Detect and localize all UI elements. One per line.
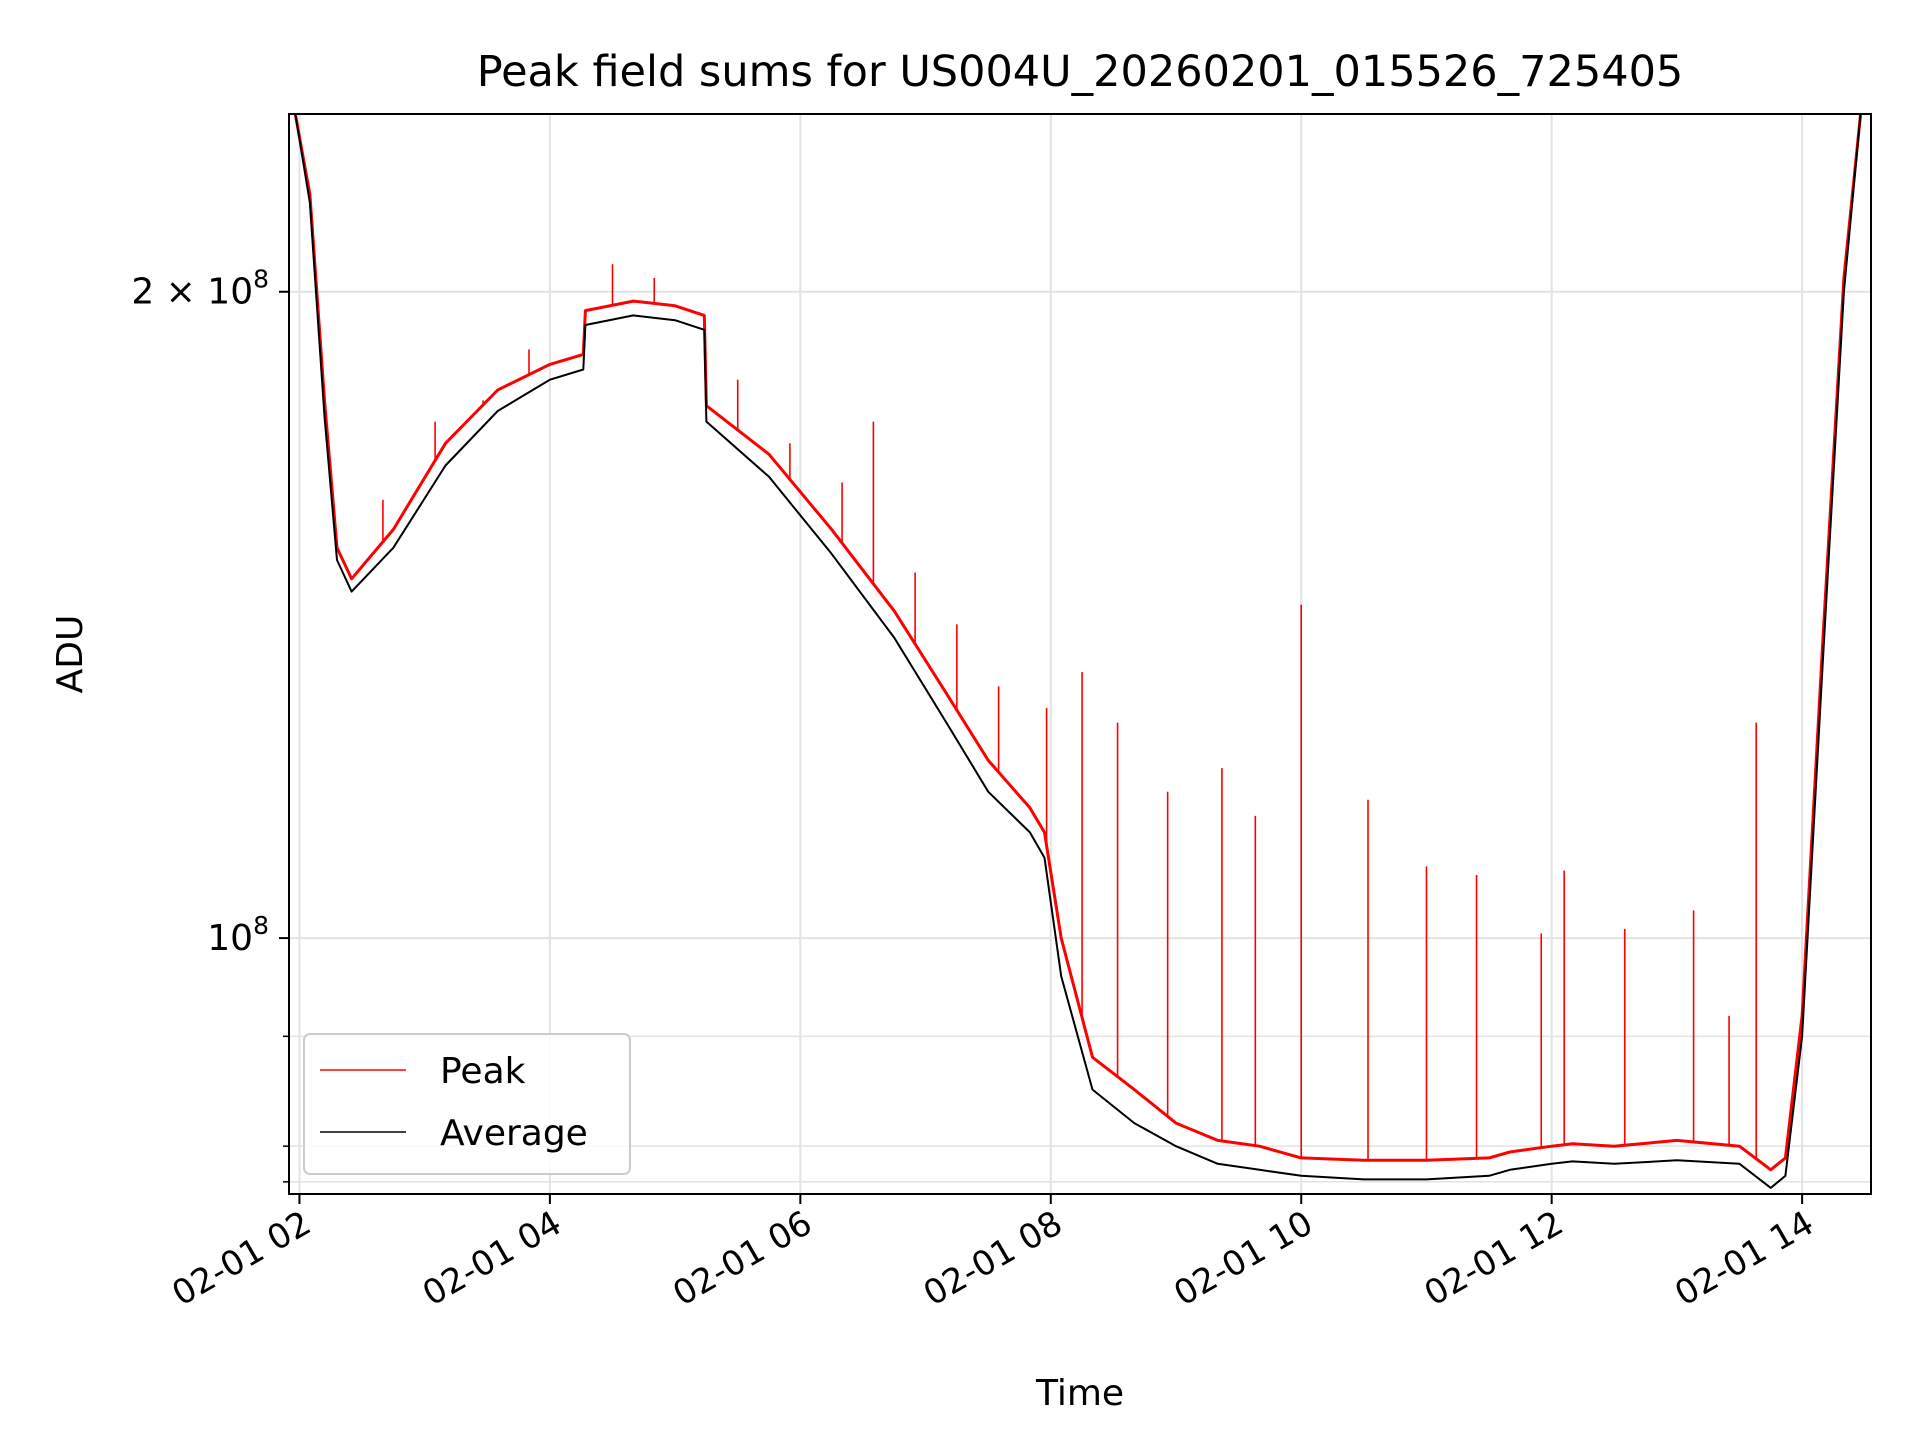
y-tick-label-exponent: 8: [253, 265, 269, 294]
peak-series-line: [293, 114, 1863, 1172]
y-tick-label: 2 × 108: [131, 265, 269, 313]
plot-frame: [288, 113, 1872, 1195]
y-axis-label: ADU: [50, 615, 91, 694]
plot-lines: [293, 114, 1863, 1189]
y-tick-label-base: 10: [207, 918, 253, 959]
legend: Peak Average: [303, 1033, 631, 1175]
legend-peak-label: Peak: [440, 1051, 526, 1092]
chart-title: Peak field sums for US004U_20260201_0155…: [477, 47, 1684, 97]
y-tick-label-base: 2 × 10: [131, 272, 253, 313]
average-series-line: [294, 114, 1862, 1189]
x-axis-label: Time: [1035, 1373, 1124, 1414]
legend-box: [303, 1033, 631, 1175]
y-tick-label: 108: [207, 911, 269, 959]
legend-average-label: Average: [440, 1113, 588, 1154]
y-tick-label-exponent: 8: [253, 911, 269, 940]
